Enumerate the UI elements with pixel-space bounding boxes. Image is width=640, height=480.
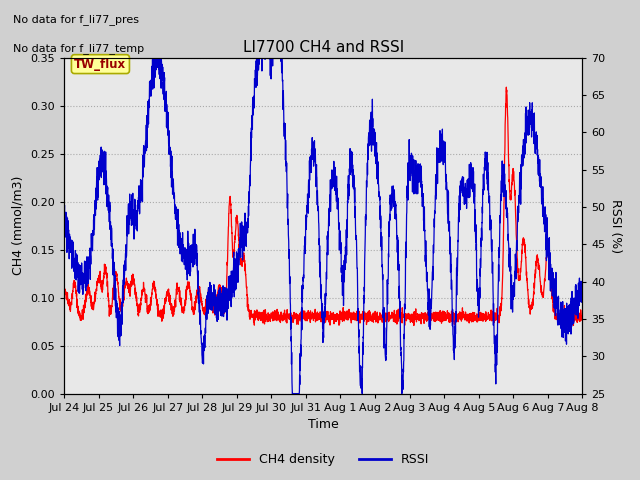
Title: LI7700 CH4 and RSSI: LI7700 CH4 and RSSI bbox=[243, 40, 404, 55]
Legend: CH4 density, RSSI: CH4 density, RSSI bbox=[212, 448, 434, 471]
X-axis label: Time: Time bbox=[308, 418, 339, 431]
Y-axis label: RSSI (%): RSSI (%) bbox=[609, 199, 622, 252]
Text: TW_flux: TW_flux bbox=[74, 58, 127, 71]
Text: No data for f_li77_temp: No data for f_li77_temp bbox=[13, 43, 144, 54]
Text: No data for f_li77_pres: No data for f_li77_pres bbox=[13, 14, 139, 25]
Y-axis label: CH4 (mmol/m3): CH4 (mmol/m3) bbox=[12, 176, 25, 276]
